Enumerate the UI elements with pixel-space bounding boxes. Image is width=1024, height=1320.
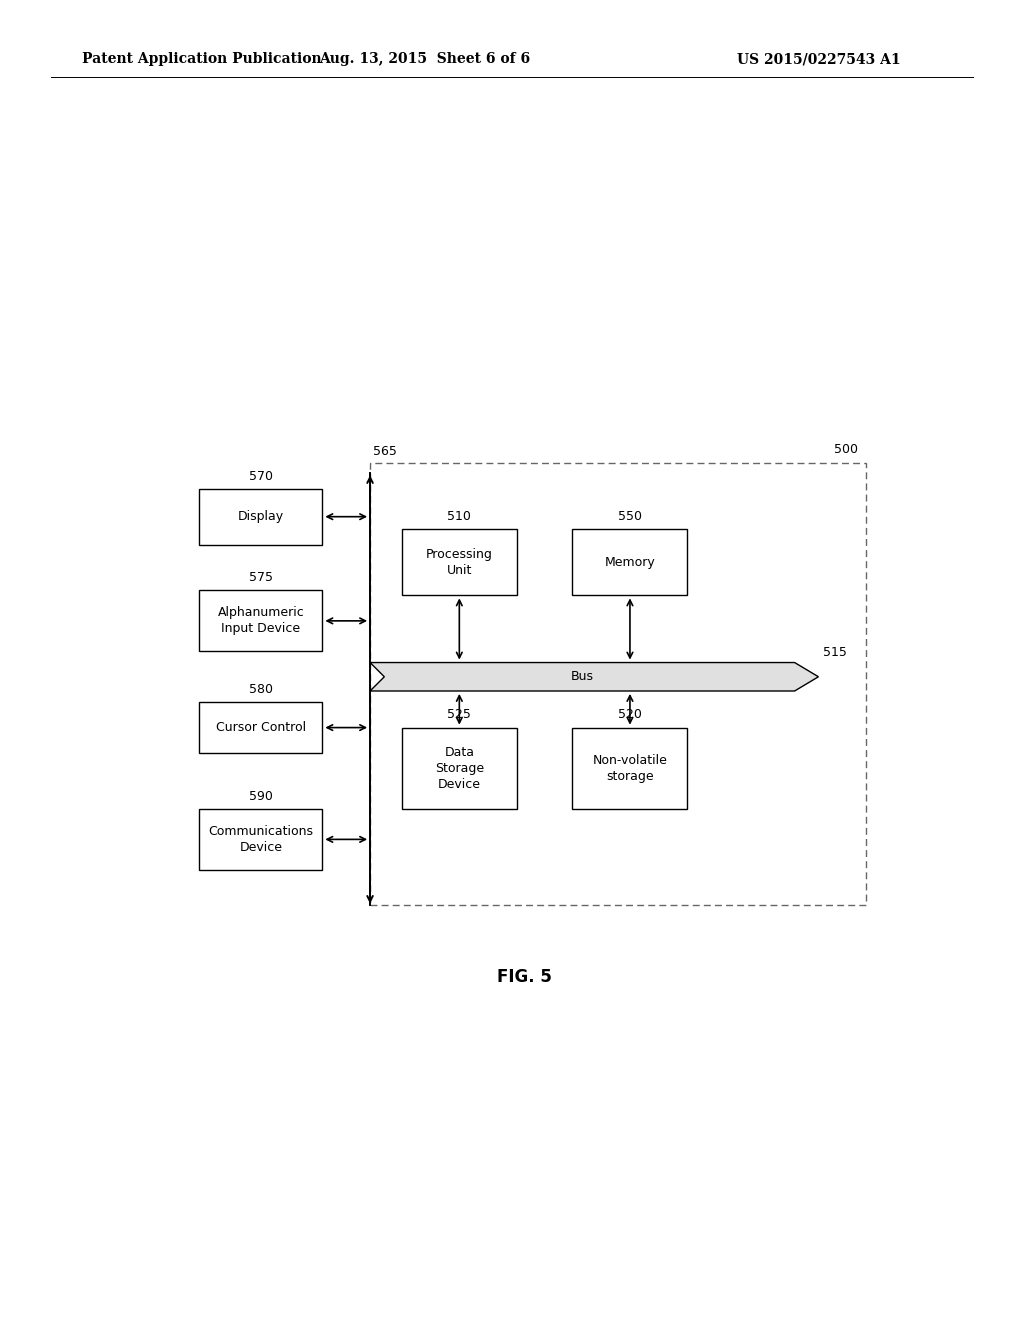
Text: Patent Application Publication: Patent Application Publication xyxy=(82,53,322,66)
Bar xyxy=(401,727,517,809)
Text: Non-volatile
storage: Non-volatile storage xyxy=(593,754,668,783)
Text: Memory: Memory xyxy=(604,556,655,569)
Text: 570: 570 xyxy=(249,470,273,483)
Text: 515: 515 xyxy=(823,647,847,660)
Polygon shape xyxy=(370,663,818,690)
Text: Cursor Control: Cursor Control xyxy=(216,721,306,734)
Bar xyxy=(370,463,866,906)
Text: Display: Display xyxy=(238,511,284,523)
Bar xyxy=(200,809,323,870)
Text: FIG. 5: FIG. 5 xyxy=(498,968,552,986)
Text: Bus: Bus xyxy=(570,671,594,684)
Bar xyxy=(572,529,687,595)
Bar xyxy=(401,529,517,595)
Text: 550: 550 xyxy=(617,511,642,523)
Text: Alphanumeric
Input Device: Alphanumeric Input Device xyxy=(217,606,304,635)
Text: 510: 510 xyxy=(447,511,471,523)
Bar xyxy=(200,590,323,651)
Text: 575: 575 xyxy=(249,572,273,585)
Text: US 2015/0227543 A1: US 2015/0227543 A1 xyxy=(737,53,901,66)
Text: 520: 520 xyxy=(618,709,642,722)
Text: 565: 565 xyxy=(373,445,397,458)
Text: Aug. 13, 2015  Sheet 6 of 6: Aug. 13, 2015 Sheet 6 of 6 xyxy=(319,53,530,66)
Bar xyxy=(200,488,323,545)
Text: 580: 580 xyxy=(249,682,273,696)
Text: Processing
Unit: Processing Unit xyxy=(426,548,493,577)
Bar xyxy=(200,702,323,752)
Text: Communications
Device: Communications Device xyxy=(209,825,313,854)
Text: Data
Storage
Device: Data Storage Device xyxy=(435,746,484,791)
Text: 500: 500 xyxy=(835,444,858,457)
Text: 590: 590 xyxy=(249,789,272,803)
Text: 525: 525 xyxy=(447,709,471,722)
Bar xyxy=(572,727,687,809)
